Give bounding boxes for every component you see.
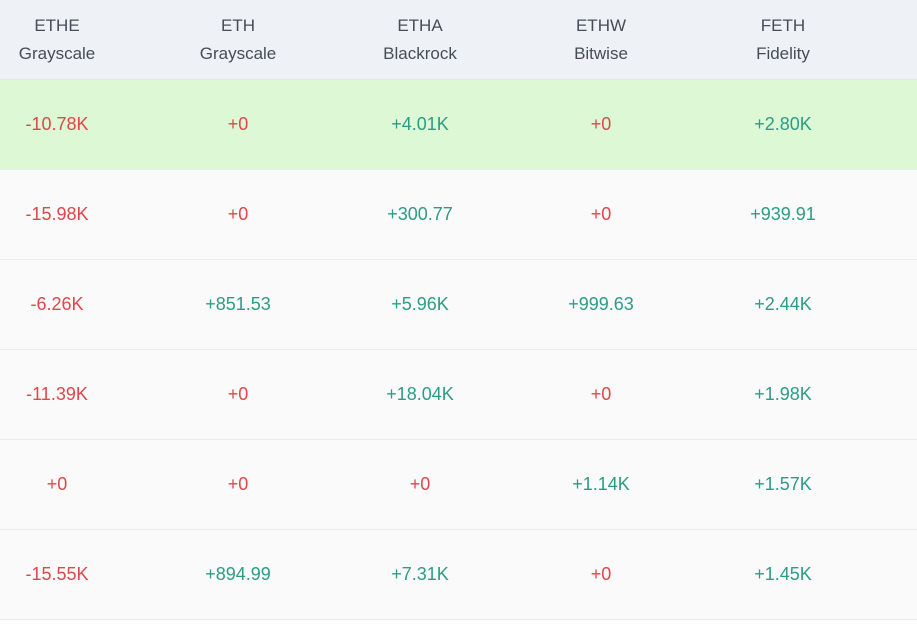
flow-value-ethw: +999.63 — [568, 294, 634, 314]
flow-value-eth: +894.99 — [205, 564, 271, 584]
flow-value-ethe: -10.78K — [25, 114, 89, 134]
column-ticker: ETHA — [397, 16, 443, 35]
column-header-1[interactable]: ETH Grayscale — [158, 0, 318, 80]
flow-value-ethe: -15.55K — [25, 564, 89, 584]
column-header-4[interactable]: FETH Fidelity — [703, 0, 863, 80]
flow-value-ethe: -15.98K — [25, 204, 89, 224]
flow-value-etha: +0 — [409, 474, 431, 494]
flow-value-feth: +939.91 — [750, 204, 816, 224]
flow-value-ethw: +0 — [590, 114, 612, 134]
flow-value-ethw: +1.14K — [572, 474, 630, 494]
flow-value-etha: +4.01K — [391, 114, 449, 134]
flow-value-ethe: +0 — [46, 474, 68, 494]
column-ticker: ETH — [221, 16, 255, 35]
flow-value-eth: +0 — [227, 384, 249, 404]
table-row[interactable]: -10.78K +0 +4.01K +0 +2.80K — [0, 80, 917, 170]
column-issuer: Blackrock — [383, 44, 457, 63]
flow-value-ethe: -6.26K — [30, 294, 84, 314]
flow-value-ethw: +0 — [590, 204, 612, 224]
flow-value-feth: +1.45K — [754, 564, 812, 584]
table-row[interactable]: -6.26K +851.53 +5.96K +999.63 +2.44K — [0, 260, 917, 350]
column-header-2[interactable]: ETHA Blackrock — [340, 0, 500, 80]
table-row[interactable]: -15.98K +0 +300.77 +0 +939.91 — [0, 170, 917, 260]
table-row[interactable]: +0 +0 +0 +1.14K +1.57K — [0, 440, 917, 530]
column-header-0[interactable]: ETHE Grayscale — [0, 0, 137, 80]
flow-value-feth: +2.44K — [754, 294, 812, 314]
column-issuer: Grayscale — [18, 44, 96, 63]
flow-value-eth: +0 — [227, 204, 249, 224]
column-issuer: Grayscale — [199, 44, 277, 63]
flow-value-eth: +0 — [227, 474, 249, 494]
flow-value-etha: +7.31K — [391, 564, 449, 584]
table-row[interactable]: -15.55K +894.99 +7.31K +0 +1.45K — [0, 530, 917, 620]
flow-value-etha: +300.77 — [387, 204, 453, 224]
column-ticker: ETHE — [34, 16, 80, 35]
flow-value-ethe: -11.39K — [26, 384, 88, 404]
column-ticker: FETH — [760, 16, 806, 35]
column-ticker: ETHW — [575, 16, 627, 35]
table-body: -10.78K +0 +4.01K +0 +2.80K -15.98K +0 +300.77 +… — [0, 80, 917, 620]
flow-value-ethw: +0 — [590, 564, 612, 584]
flow-value-etha: +5.96K — [391, 294, 449, 314]
table-row[interactable]: -11.39K +0 +18.04K +0 +1.98K — [0, 350, 917, 440]
flow-value-feth: +1.57K — [754, 474, 812, 494]
flow-value-etha: +18.04K — [386, 384, 454, 404]
column-issuer: Bitwise — [574, 44, 628, 63]
flow-value-feth: +2.80K — [754, 114, 812, 134]
flow-value-feth: +1.98K — [754, 384, 812, 404]
flow-value-eth: +0 — [227, 114, 249, 134]
column-header-3[interactable]: ETHW Bitwise — [521, 0, 681, 80]
flow-value-eth: +851.53 — [205, 294, 271, 314]
column-issuer: Fidelity — [756, 44, 810, 63]
table-header: ETHE Grayscale ETH Grayscale ETHA Blackrock ET… — [0, 0, 917, 80]
flow-value-ethw: +0 — [590, 384, 612, 404]
